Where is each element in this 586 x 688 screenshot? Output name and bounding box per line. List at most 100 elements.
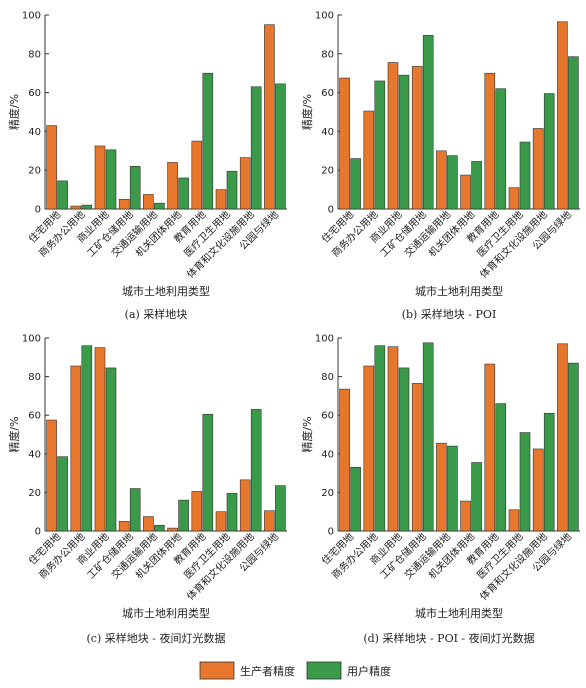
producer-bar-6 [167,162,178,210]
user-bar-3 [105,149,117,210]
user-bar-10 [275,485,286,532]
user-bar-4 [422,35,434,210]
y-tick-label: 100 [315,11,334,22]
producer-bar-9 [532,448,544,532]
y-tick-label: 100 [22,334,41,345]
user-bar-6 [178,177,189,210]
producer-bar-2 [70,365,82,532]
y-tick-label: 20 [28,488,41,499]
y-axis-label: 精度/% [300,94,314,130]
producer-bar-2 [363,365,375,532]
producer-bar-3 [94,347,106,532]
producer-bar-5 [143,516,154,532]
legend-producer-swatch [199,661,235,680]
producer-bar-2 [363,110,375,210]
producer-bar-6 [167,527,178,532]
user-bar-8 [226,493,238,532]
legend-user-swatch [306,661,342,680]
user-bar-8 [519,432,531,532]
user-bar-5 [154,202,165,210]
user-bar-3 [398,74,410,210]
user-bar-6 [471,462,482,532]
producer-bar-8 [508,509,520,532]
user-bar-9 [543,93,555,210]
producer-bar-10 [264,24,275,210]
y-tick-label: 40 [28,127,41,138]
producer-bar-7 [484,72,496,210]
producer-bar-4 [411,383,423,532]
producer-bar-10 [264,510,275,532]
producer-bar-9 [239,479,251,532]
producer-bar-4 [118,521,130,532]
producer-bar-5 [143,194,154,210]
x-axis-label: 城市土地利用类型 [415,606,503,620]
user-bar-5 [154,524,165,532]
user-bar-2 [81,345,93,532]
y-tick-label: 80 [28,49,41,60]
panel-caption: (c) 采样地块 - 夜间灯光数据 [87,631,226,645]
producer-bar-6 [460,174,471,210]
y-tick-label: 80 [321,372,334,383]
user-bar-1 [57,180,68,210]
y-axis-label: 精度/% [7,416,21,452]
y-axis-label: 精度/% [300,416,314,452]
producer-bar-8 [215,511,227,532]
chart-panel-2: 020406080100精度/%住宅用地商务办公用地商业用地工矿仓储用地交通运输… [300,11,580,321]
user-bar-10 [275,83,286,210]
panel-caption: (a) 采样地块 [125,307,188,321]
y-tick-label: 80 [321,49,334,60]
producer-bar-1 [46,419,57,532]
producer-bar-2 [70,205,82,210]
user-bar-6 [178,499,189,532]
producer-bar-1 [46,125,57,210]
producer-bar-9 [239,157,251,210]
chart-panel-1: 020406080100精度/%住宅用地商务办公用地商业用地工矿仓储用地交通运输… [7,11,287,321]
user-bar-7 [202,413,214,532]
user-bar-4 [129,166,141,210]
producer-bar-4 [411,66,423,210]
user-bar-7 [202,72,214,210]
y-tick-label: 60 [321,88,334,99]
y-tick-label: 40 [321,127,334,138]
y-tick-label: 0 [328,205,334,216]
producer-bar-8 [508,187,520,210]
y-tick-label: 100 [22,11,41,22]
user-bar-2 [374,345,386,532]
producer-bar-7 [191,140,203,210]
user-bar-8 [519,141,531,210]
producer-bar-7 [484,363,496,532]
producer-bar-10 [557,21,568,210]
producer-bar-8 [215,189,227,210]
legend-user-label: 用户精度 [347,664,391,678]
producer-bar-6 [460,500,471,532]
user-bar-5 [447,445,458,532]
y-tick-label: 0 [328,527,334,538]
legend: 生产者精度 用户精度 [199,661,391,680]
y-tick-label: 60 [28,411,41,422]
y-tick-label: 60 [321,411,334,422]
producer-bar-4 [118,199,130,210]
user-bar-10 [568,56,579,210]
user-bar-1 [350,158,361,210]
y-tick-label: 100 [315,334,334,345]
user-bar-4 [422,342,434,532]
producer-bar-9 [532,128,544,210]
user-bar-8 [226,170,238,210]
panels: 020406080100精度/%住宅用地商务办公用地商业用地工矿仓储用地交通运输… [7,11,580,645]
chart-panel-4: 020406080100精度/%住宅用地商务办公用地商业用地工矿仓储用地交通运输… [300,334,580,645]
y-tick-label: 40 [28,449,41,460]
user-bar-7 [495,88,507,210]
user-bar-3 [105,367,117,532]
producer-bar-1 [339,77,350,210]
producer-bar-3 [94,145,106,210]
y-tick-label: 40 [321,449,334,460]
y-axis-label: 精度/% [7,94,21,130]
producer-bar-5 [436,150,447,210]
y-tick-label: 20 [321,488,334,499]
producer-bar-10 [557,343,568,532]
panel-caption: (b) 采样地块 - POI [402,307,497,321]
user-bar-4 [129,488,141,532]
user-bar-1 [350,467,361,532]
panel-caption: (d) 采样地块 - POI - 夜间灯光数据 [363,631,534,645]
